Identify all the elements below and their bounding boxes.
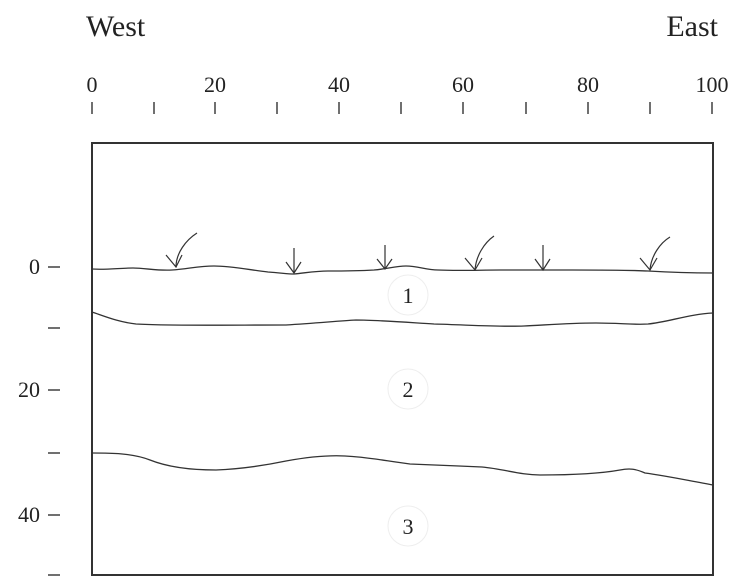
down-arrow-icon <box>376 245 393 271</box>
surface-arrows <box>165 232 671 275</box>
top-axis: 0 20 40 60 80 100 <box>87 72 729 114</box>
down-arrow-icon <box>285 248 302 275</box>
layer-2-3-boundary <box>91 452 714 486</box>
top-axis-label: 100 <box>696 72 729 97</box>
down-arrow-icon <box>534 245 551 272</box>
layer-1-2-boundary <box>91 311 714 327</box>
top-axis-label: 80 <box>577 72 599 97</box>
curved-arrow-icon <box>639 236 671 272</box>
layer-1-label-halo <box>387 274 429 316</box>
curved-arrow-icon <box>464 235 495 272</box>
left-axis-label: 40 <box>18 502 40 527</box>
curved-arrow-icon <box>165 232 198 269</box>
layer-3-label: 3 <box>403 514 414 539</box>
east-label: East <box>666 10 718 43</box>
layer-2-label: 2 <box>403 377 414 402</box>
top-axis-label: 0 <box>87 72 98 97</box>
west-label: West <box>86 10 146 43</box>
top-axis-label: 40 <box>328 72 350 97</box>
ground-surface-line <box>91 265 714 275</box>
top-axis-label: 20 <box>204 72 226 97</box>
left-axis-label: 0 <box>29 254 40 279</box>
left-axis: 0 20 40 <box>18 254 60 576</box>
left-axis-label: 20 <box>18 377 40 402</box>
profile-frame <box>91 142 714 576</box>
top-axis-label: 60 <box>452 72 474 97</box>
layer-2-label-halo <box>387 368 429 410</box>
layer-3-label-halo <box>387 505 429 547</box>
layer-1-label: 1 <box>403 283 414 308</box>
layer-labels: 1 2 3 <box>387 274 429 547</box>
